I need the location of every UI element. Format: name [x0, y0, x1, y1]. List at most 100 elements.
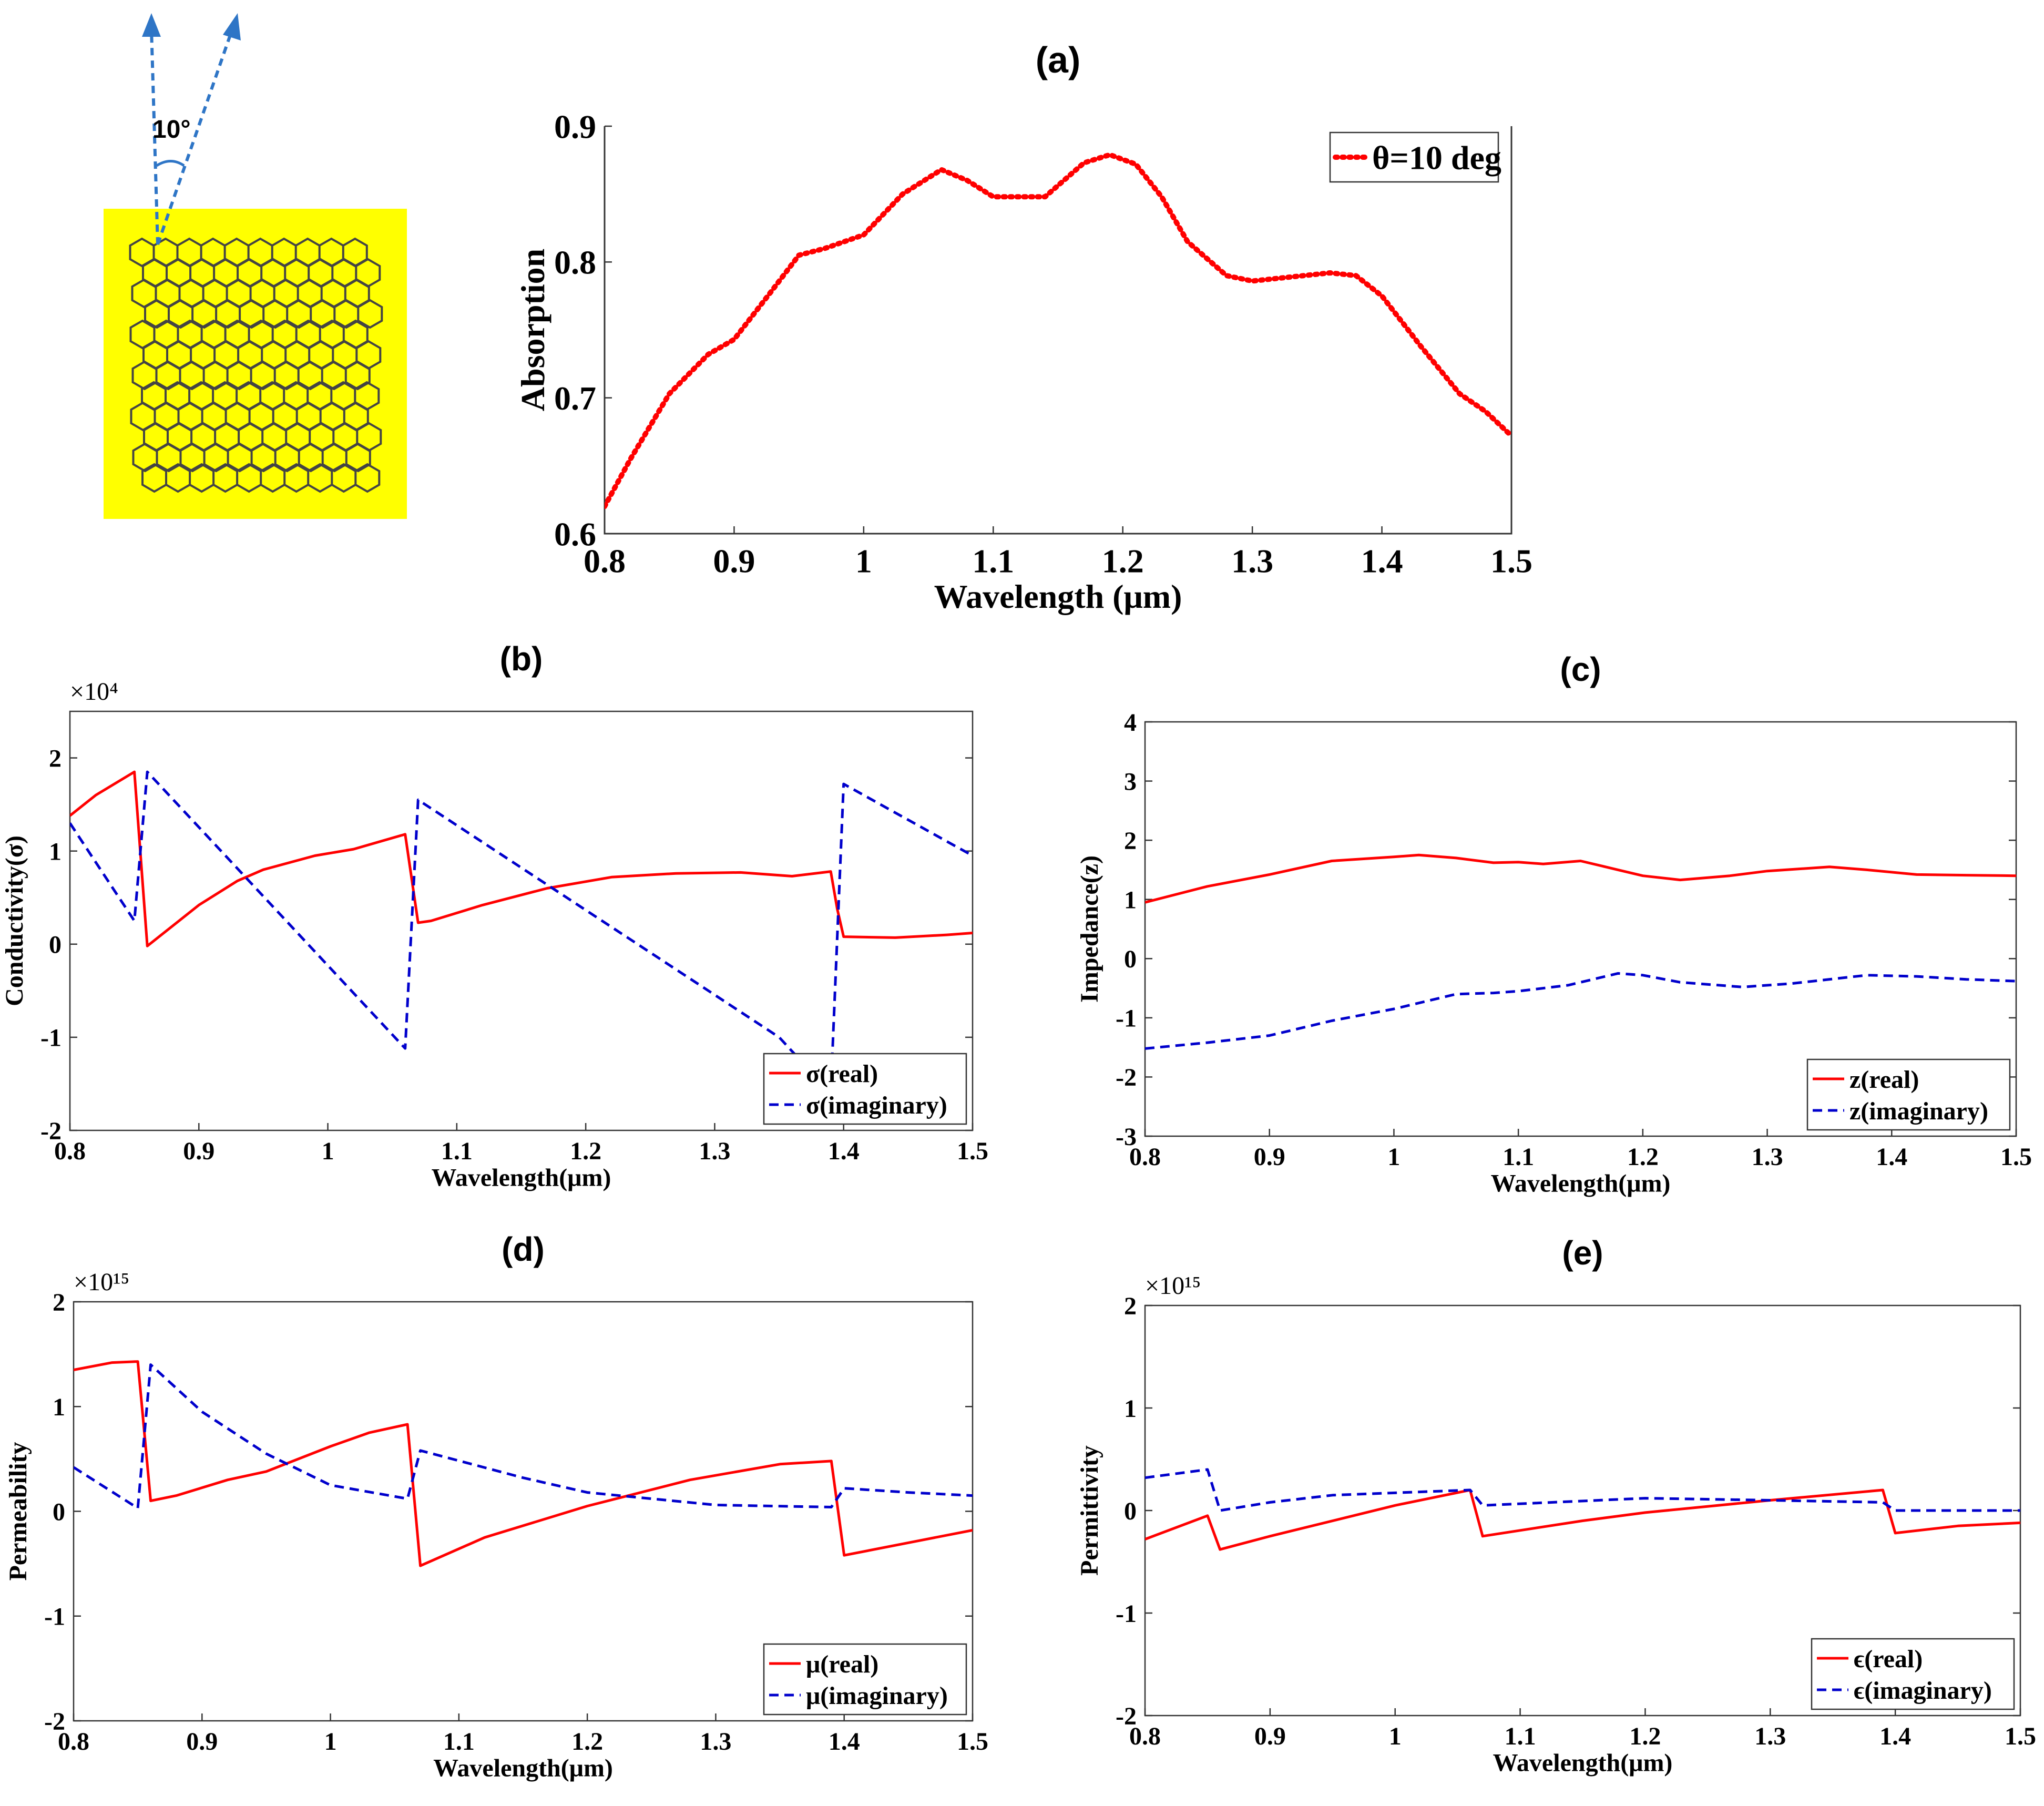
- x-tick-label: 1.2: [570, 1137, 601, 1165]
- axes-frame: [604, 126, 1512, 535]
- legend: σ(real) σ(imaginary): [763, 1053, 967, 1125]
- chart-panel-a: (a) 0.8 0.9 1 1.1 1.2 1.3 1.4 1.5 0.6 0.7 0.8 0.9 Wav…: [514, 39, 1532, 615]
- y-tick-label: -1: [1116, 1005, 1137, 1033]
- y-axis-label: Absorption: [514, 249, 551, 411]
- y-tick-label: 4: [1124, 709, 1137, 737]
- y-tick-label: 1: [49, 838, 62, 865]
- x-tick-label: 1: [322, 1137, 334, 1165]
- axes-frame: [69, 710, 974, 1131]
- x-tick-label: 0.8: [54, 1137, 86, 1165]
- x-tick-label: 1: [1389, 1722, 1402, 1750]
- legend-entry: σ(real): [806, 1060, 878, 1088]
- y-tick-label: 2: [1124, 1292, 1137, 1320]
- legend-entry: ϵ(imaginary): [1854, 1677, 1992, 1705]
- x-tick-label: 1.4: [829, 1728, 860, 1756]
- incident-arrow-head: [223, 13, 241, 40]
- legend-entry: σ(imaginary): [806, 1091, 947, 1119]
- axis-multiplier: ×10¹⁵: [1145, 1272, 1201, 1300]
- incidence-schematic: 10°: [104, 13, 407, 519]
- x-tick-label: 1.3: [699, 1137, 730, 1165]
- x-tick-label: 1: [324, 1728, 337, 1756]
- x-tick-label: 1.3: [1754, 1722, 1786, 1750]
- x-tick-label: 0.9: [713, 543, 755, 580]
- x-axis-label: Wavelength(μm): [1493, 1749, 1673, 1777]
- panel-label-a: (a): [1036, 39, 1081, 80]
- x-tick-label: 1.1: [443, 1728, 475, 1756]
- x-tick-label: 0.9: [186, 1728, 218, 1756]
- x-tick-label: 0.9: [1254, 1722, 1286, 1750]
- x-tick-label: 1.2: [1102, 543, 1144, 580]
- series-line-secondary: [70, 770, 973, 1095]
- x-tick-label: 1.2: [1629, 1722, 1661, 1750]
- axis-multiplier: ×10¹⁵: [74, 1268, 129, 1296]
- x-tick-label: 0.9: [183, 1137, 214, 1165]
- panel-label-d: (d): [502, 1230, 545, 1268]
- y-tick-label: -2: [44, 1708, 65, 1736]
- y-tick-label: -2: [1116, 1064, 1137, 1091]
- y-tick-label: 0: [49, 931, 62, 959]
- lattice-hexagons: [129, 237, 383, 493]
- x-tick-label: 1.5: [1490, 543, 1532, 580]
- series-line-primary: [605, 152, 1511, 509]
- x-tick-label: 1.4: [1876, 1143, 1907, 1171]
- x-tick-label: 1.3: [1752, 1143, 1783, 1171]
- series-line-primary: [1145, 1488, 2020, 1551]
- x-tick-label: 1.5: [957, 1728, 988, 1756]
- axis-multiplier: ×10⁴: [70, 678, 118, 706]
- chart-panel-c: (c) 0.8 0.9 1 1.1 1.2 1.3 1.4 1.5 -3 -2 -1 0 1 2 3 4 Wave…: [1076, 650, 2032, 1198]
- y-axis-label: Permeability: [4, 1442, 32, 1581]
- legend-entry: θ=10 deg: [1372, 139, 1501, 176]
- legend: z(real) z(imaginary): [1806, 1058, 2011, 1131]
- y-tick-label: 2: [49, 744, 62, 772]
- y-tick-label: 2: [53, 1289, 65, 1317]
- x-tick-label: 1.2: [1627, 1143, 1659, 1171]
- y-axis-label: Conductivity(σ): [1, 835, 28, 1006]
- axes-frame: [1144, 721, 2017, 1137]
- legend-box: [763, 1643, 967, 1716]
- x-axis-label: Wavelength(μm): [1491, 1170, 1671, 1198]
- x-tick-label: 1.5: [957, 1137, 988, 1165]
- y-tick-label: 0.6: [554, 515, 596, 553]
- y-tick-label: -2: [1116, 1702, 1137, 1730]
- x-tick-label: 0.8: [584, 543, 626, 580]
- x-tick-label: 1.4: [1361, 543, 1403, 580]
- y-tick-label: -2: [40, 1117, 62, 1145]
- x-tick-label: 1.4: [1879, 1722, 1911, 1750]
- series-line-primary: [1145, 853, 2016, 904]
- x-tick-label: 0.9: [1254, 1143, 1285, 1171]
- legend-entry: μ(real): [806, 1650, 878, 1678]
- y-tick-label: 0: [53, 1498, 65, 1526]
- y-tick-label: 1: [53, 1393, 65, 1421]
- y-tick-label: 0.7: [554, 380, 596, 417]
- x-tick-label: 1.2: [571, 1728, 603, 1756]
- panel-label-e: (e): [1562, 1234, 1603, 1272]
- x-tick-label: 0.8: [1129, 1143, 1161, 1171]
- x-tick-label: 1.5: [2005, 1722, 2036, 1750]
- y-tick-label: 0.9: [554, 108, 596, 145]
- legend: θ=10 deg: [1329, 131, 1501, 183]
- y-tick-label: -3: [1116, 1123, 1137, 1151]
- chart-panel-d: (d) 0.8 0.9 1 1.1 1.2 1.3 1.4 1.5 -2 -1 0 1 2 Waveleng…: [4, 1230, 988, 1782]
- x-tick-label: 1: [1387, 1143, 1400, 1171]
- chart-panel-e: (e) 0.8 0.9 1 1.1 1.2 1.3 1.4 1.5 -2 -1 0 1 2 Waveleng…: [1076, 1234, 2036, 1777]
- legend-entry: ϵ(real): [1854, 1645, 1923, 1673]
- x-tick-label: 1.3: [700, 1728, 731, 1756]
- legend-entry: z(imaginary): [1849, 1097, 1988, 1125]
- y-tick-label: 2: [1124, 827, 1137, 855]
- y-tick-label: -1: [40, 1024, 62, 1052]
- legend-box: [1806, 1058, 2011, 1131]
- x-tick-label: 0.8: [1129, 1722, 1161, 1750]
- x-axis-label: Wavelength(μm): [432, 1164, 611, 1192]
- legend: ϵ(real) ϵ(imaginary): [1811, 1638, 2015, 1710]
- normal-arrow-head: [142, 13, 161, 37]
- x-tick-label: 1.5: [2000, 1143, 2032, 1171]
- x-axis-label: Wavelength(μm): [433, 1754, 613, 1782]
- series-line-secondary: [1145, 972, 2016, 1050]
- y-axis-label: Permittivity: [1076, 1445, 1103, 1576]
- x-tick-label: 1.4: [828, 1137, 860, 1165]
- x-tick-label: 1: [855, 543, 872, 580]
- x-tick-label: 0.8: [58, 1728, 89, 1756]
- legend: μ(real) μ(imaginary): [763, 1643, 967, 1716]
- x-tick-label: 1.1: [972, 543, 1014, 580]
